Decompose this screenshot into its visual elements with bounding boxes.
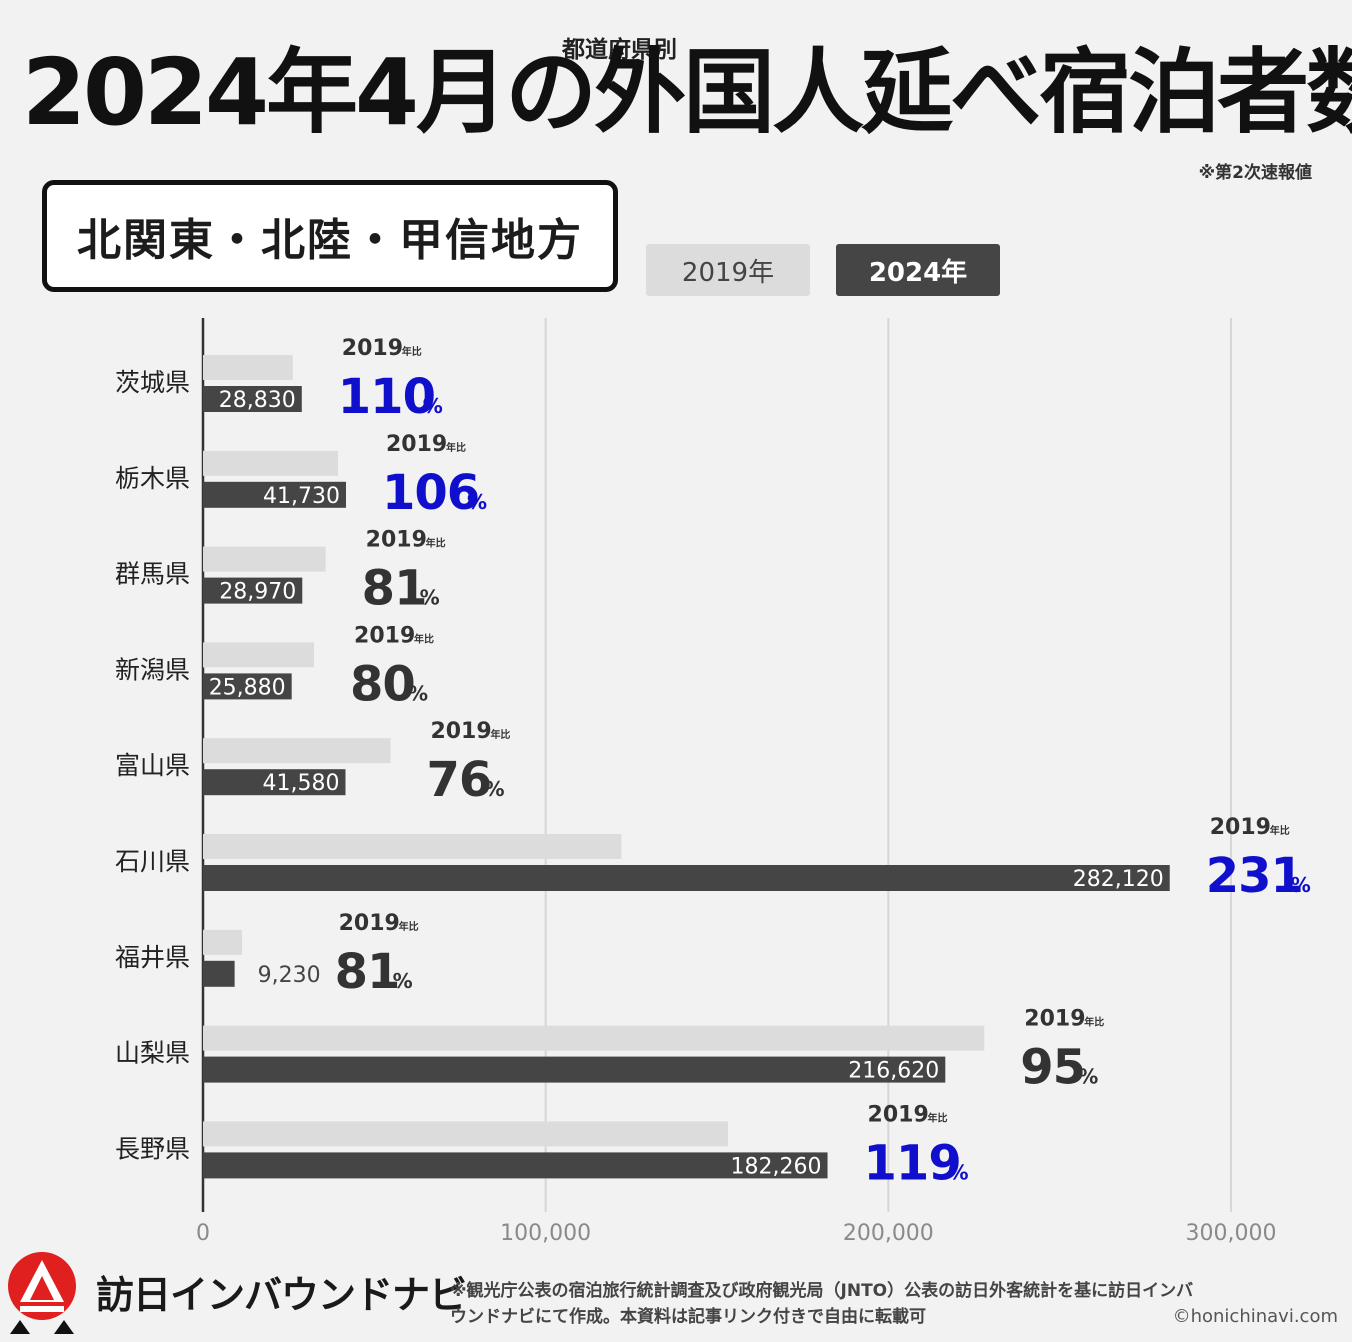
- bar-2019: [203, 642, 315, 668]
- logo-icon: [8, 1252, 76, 1334]
- ratio-unit: %: [1291, 873, 1311, 897]
- bar-value-label: 9,230: [258, 963, 321, 988]
- category-label: 福井県: [115, 943, 190, 972]
- ratio-value: 110: [338, 369, 435, 425]
- x-tick-label: 100,000: [500, 1221, 591, 1246]
- page-title: 2024年4月の外国人延べ宿泊者数: [22, 39, 1352, 146]
- source-note: ※観光庁公表の宿泊旅行統計調査及び政府観光局（JNTO）公表の訪日外客統計を基に…: [450, 1278, 1340, 1330]
- bar-value-label: 216,620: [848, 1059, 939, 1084]
- ratio-unit: %: [467, 490, 487, 514]
- source-note-line-1: ※観光庁公表の宿泊旅行統計調査及び政府観光局（JNTO）公表の訪日外客統計を基に…: [450, 1281, 1194, 1301]
- bar-2024: [203, 386, 302, 412]
- bar-value-label: 25,880: [209, 675, 286, 700]
- ratio-caption-suffix: 年比: [402, 345, 422, 358]
- category-label: 群馬県: [115, 560, 190, 589]
- bar-2024: [203, 1056, 946, 1083]
- bar-2024: [203, 769, 346, 796]
- bar-value-label: 41,580: [262, 771, 339, 796]
- bar-2019: [203, 1121, 728, 1147]
- category-label: 山梨県: [115, 1039, 190, 1068]
- bar-2024: [203, 673, 292, 700]
- ratio-value: 231: [1206, 848, 1303, 904]
- category-label: 茨城県: [115, 368, 190, 397]
- bar-2019: [203, 834, 622, 859]
- bar-2024: [203, 577, 303, 604]
- source-note-line-2: ウンドナビにて作成。本資料は記事リンク付きで自由に転載可: [450, 1307, 926, 1327]
- ratio-unit: %: [423, 394, 443, 418]
- ratio-caption-suffix: 年比: [1084, 1016, 1104, 1029]
- ratio-value: 80: [350, 656, 415, 712]
- ratio-caption: 2019: [354, 623, 415, 648]
- bar-2024: [203, 865, 1170, 891]
- ratio-caption: 2019: [386, 432, 447, 457]
- bar-value-label: 41,730: [263, 484, 340, 509]
- ratio-caption-suffix: 年比: [490, 728, 510, 741]
- bar-2024: [203, 1152, 828, 1179]
- ratio-value: 119: [864, 1135, 961, 1191]
- category-label: 富山県: [115, 751, 190, 780]
- ratio-caption: 2019: [366, 528, 427, 553]
- category-label: 新潟県: [115, 655, 190, 684]
- x-tick-label: 200,000: [843, 1221, 934, 1246]
- ratio-unit: %: [484, 777, 504, 801]
- x-tick-label: 0: [196, 1221, 210, 1246]
- region-label: 北関東・北陸・甲信地方: [42, 180, 618, 292]
- bar-value-label: 28,970: [219, 580, 296, 605]
- ratio-unit: %: [420, 586, 440, 610]
- bar-2024: [203, 481, 346, 508]
- ratio-caption: 2019: [1210, 815, 1271, 840]
- ratio-caption: 2019: [1024, 1007, 1085, 1032]
- ratio-caption: 2019: [868, 1102, 929, 1127]
- x-tick-label: 300,000: [1186, 1221, 1277, 1246]
- ratio-unit: %: [393, 969, 413, 993]
- ratio-value: 76: [426, 752, 491, 808]
- ratio-caption-suffix: 年比: [446, 441, 466, 454]
- ratio-caption-suffix: 年比: [399, 920, 419, 933]
- bar-2019: [203, 929, 243, 955]
- bar-value-label: 282,120: [1073, 867, 1164, 892]
- legend-2024: 2024年: [836, 244, 1000, 296]
- brand-name: 訪日インバウンドナビ: [96, 1273, 467, 1317]
- bar-value-label: 182,260: [731, 1154, 822, 1179]
- preliminary-note: ※第2次速報値: [1198, 163, 1312, 183]
- bar-2024: [203, 960, 235, 987]
- ratio-value: 81: [335, 944, 400, 1000]
- legend-2019: 2019年: [646, 244, 810, 296]
- ratio-value: 81: [362, 561, 427, 617]
- ratio-caption-suffix: 年比: [414, 632, 434, 645]
- ratio-unit: %: [1078, 1065, 1098, 1089]
- category-label: 長野県: [115, 1134, 190, 1163]
- bar-chart: 0 100,000 200,000 300,000茨城県28,8302019年比110…: [115, 318, 1311, 1246]
- credit: ©honichinavi.com: [1172, 1306, 1338, 1327]
- ratio-value: 106: [382, 465, 479, 521]
- bar-2019: [203, 1025, 985, 1051]
- ratio-caption: 2019: [430, 719, 491, 744]
- ratio-caption: 2019: [342, 336, 403, 361]
- ratio-caption-suffix: 年比: [928, 1111, 948, 1124]
- category-label: 石川県: [115, 847, 190, 876]
- ratio-caption: 2019: [339, 911, 400, 936]
- bar-2019: [203, 546, 326, 572]
- bar-2019: [203, 355, 293, 380]
- ratio-caption-suffix: 年比: [426, 537, 446, 550]
- ratio-value: 95: [1020, 1040, 1085, 1096]
- ratio-unit: %: [949, 1160, 969, 1184]
- ratio-caption-suffix: 年比: [1270, 824, 1290, 837]
- category-label: 栃木県: [115, 464, 190, 493]
- bar-value-label: 28,830: [219, 388, 296, 413]
- title-superscript: 都道府県別: [562, 37, 677, 63]
- bar-2019: [203, 450, 339, 476]
- ratio-unit: %: [408, 681, 428, 705]
- bar-2019: [203, 738, 391, 764]
